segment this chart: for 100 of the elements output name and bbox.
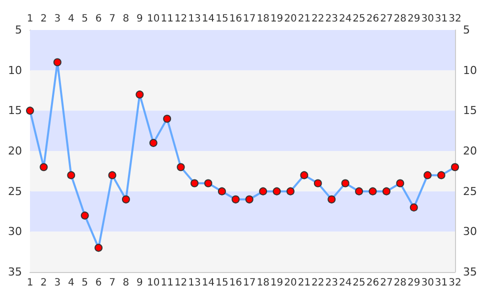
x2-tick-label: 14 — [202, 14, 215, 24]
point — [272, 187, 281, 196]
point — [245, 195, 254, 204]
y-tick-label: 20 — [8, 144, 22, 158]
point — [94, 244, 103, 252]
x-tick-label: 20 — [284, 278, 297, 288]
x2-tick-label: 19 — [270, 14, 284, 24]
point — [108, 171, 116, 180]
x-tick-label: 12 — [174, 278, 188, 288]
x-tick-label: 1 — [26, 278, 34, 288]
point — [382, 187, 390, 196]
x-tick-label: 19 — [270, 278, 284, 288]
y2-tick-label: 10 — [463, 64, 477, 77]
x-tick-label: 24 — [338, 278, 352, 288]
x2-tick-label: 2 — [40, 14, 47, 24]
point — [149, 138, 158, 147]
x-tick-label: 16 — [229, 278, 242, 288]
point — [396, 179, 404, 188]
point — [218, 187, 226, 196]
y2-tick-label: 30 — [463, 225, 477, 238]
x2-tick-label: 10 — [147, 14, 160, 24]
x2-tick-label: 21 — [298, 14, 311, 24]
point — [176, 163, 185, 172]
x2-tick-label: 5 — [82, 14, 88, 24]
x-tick-label: 25 — [352, 278, 366, 288]
y2-tick-label: 35 — [463, 266, 477, 278]
x-tick-label: 9 — [136, 278, 143, 288]
x-tick-label: 31 — [434, 278, 448, 288]
point — [136, 90, 144, 99]
point — [163, 114, 172, 123]
x-tick-label: 15 — [216, 278, 228, 288]
point — [259, 187, 268, 196]
point — [190, 179, 199, 188]
y-tick-label: 15 — [8, 104, 22, 118]
point — [328, 195, 336, 204]
point — [368, 187, 377, 196]
x2-tick-label: 13 — [188, 14, 201, 24]
x-tick-label: 30 — [421, 278, 434, 288]
x-tick-label: 5 — [82, 278, 88, 288]
x-tick-label: 21 — [298, 278, 311, 288]
x2-tick-label: 9 — [136, 14, 143, 24]
y2-tick-label: 25 — [463, 184, 477, 198]
x-tick-label: 13 — [188, 278, 201, 288]
x-tick-label: 27 — [380, 278, 393, 288]
x-tick-label: 2 — [40, 278, 47, 288]
x2-tick-label: 4 — [68, 14, 74, 24]
x2-tick-label: 8 — [122, 14, 130, 24]
x2-tick-label: 29 — [408, 14, 420, 24]
point — [341, 179, 350, 188]
point — [40, 163, 48, 172]
x2-tick-label: 31 — [434, 14, 448, 24]
point — [314, 179, 322, 188]
y-tick-label: 35 — [8, 266, 22, 278]
x2-tick-label: 20 — [284, 14, 297, 24]
x2-tick-label: 16 — [229, 14, 242, 24]
x-tick-label: 22 — [312, 278, 324, 288]
point — [67, 171, 76, 180]
point — [355, 187, 364, 196]
x-tick-label: 6 — [95, 278, 102, 288]
x2-tick-label: 23 — [325, 14, 338, 24]
y2-tick-label: 15 — [463, 104, 477, 118]
y-tick-label: 30 — [8, 225, 22, 238]
y2-tick-label: 5 — [463, 24, 470, 36]
point — [80, 212, 89, 220]
x2-tick-label: 11 — [160, 14, 174, 24]
x2-tick-label: 3 — [54, 14, 61, 24]
point — [300, 171, 308, 180]
x2-tick-label: 25 — [352, 14, 366, 24]
point — [204, 179, 212, 188]
x-tick-label: 23 — [325, 278, 338, 288]
x-tick-label: 8 — [122, 278, 130, 288]
x-tick-label: 3 — [54, 278, 61, 288]
x2-tick-label: 28 — [394, 14, 407, 24]
x2-tick-label: 12 — [174, 14, 188, 24]
point — [286, 187, 294, 196]
x2-tick-label: 15 — [216, 14, 228, 24]
x-tick-label: 28 — [394, 278, 407, 288]
point — [53, 58, 62, 66]
x-tick-label: 7 — [109, 278, 116, 288]
x2-tick-label: 22 — [312, 14, 324, 24]
point — [122, 195, 130, 204]
x-tick-label: 32 — [448, 278, 462, 288]
y2-tick-label: 20 — [463, 144, 477, 158]
x-tick-label: 17 — [242, 278, 256, 288]
x2-tick-label: 6 — [95, 14, 102, 24]
x-tick-label: 4 — [68, 278, 74, 288]
y-tick-label: 25 — [8, 184, 22, 198]
x-tick-label: 11 — [160, 278, 174, 288]
x2-tick-label: 17 — [242, 14, 256, 24]
x-tick-label: 14 — [202, 278, 215, 288]
point — [26, 106, 34, 115]
x-tick-label: 18 — [256, 278, 270, 288]
point — [232, 195, 240, 204]
x-tick-label: 29 — [408, 278, 420, 288]
point — [410, 203, 418, 212]
x2-tick-label: 32 — [448, 14, 462, 24]
x-tick-label: 26 — [366, 278, 380, 288]
x2-tick-label: 7 — [109, 14, 116, 24]
x2-tick-label: 30 — [421, 14, 434, 24]
point — [437, 171, 446, 180]
